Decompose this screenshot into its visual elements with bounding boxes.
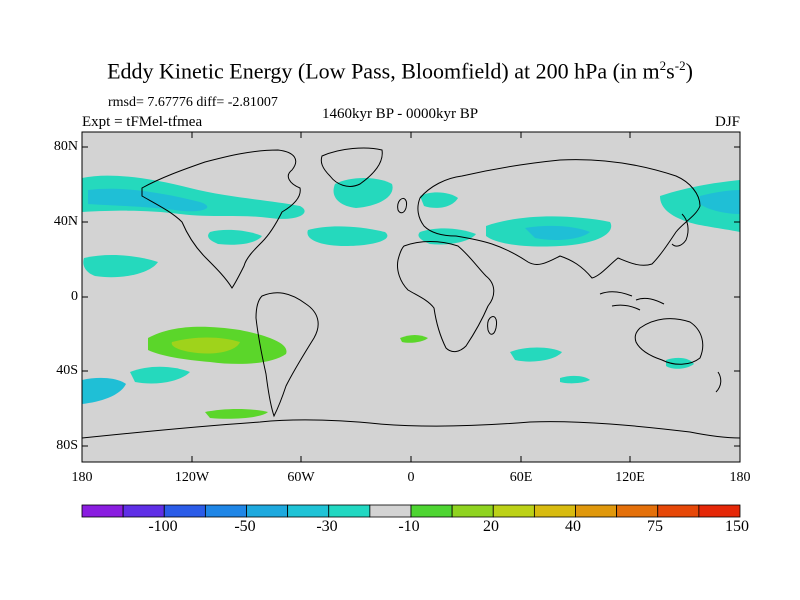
lat-label: 80S [56, 438, 78, 453]
anomaly-north-pacific-core [88, 188, 208, 212]
colorbar-box [657, 504, 700, 518]
plot-title: Eddy Kinetic Energy (Low Pass, Bloomfiel… [107, 58, 693, 84]
anomaly-mid-atlantic [307, 226, 388, 246]
coast-new-zealand [715, 371, 722, 393]
anomaly-south-pacific-west [130, 366, 190, 384]
period-label: 1460kyr BP - 0000kyr BP [321, 106, 479, 122]
coast-madagascar [487, 315, 497, 335]
colorbar-label: -100 [148, 518, 178, 535]
colorbar-box [575, 504, 618, 518]
coast-uk [397, 197, 407, 214]
anomaly-north-america [208, 229, 262, 245]
colorbar-box [122, 504, 165, 518]
coast-south-america [255, 292, 319, 418]
anomaly-west-pacific-core [700, 190, 740, 214]
colorbar-box [451, 504, 494, 518]
anomaly-east-pacific-tropics [83, 255, 158, 278]
season-label: DJF [714, 114, 740, 130]
stats-text: rmsd= 7.67776 diff= -2.81007 [108, 95, 278, 110]
anomaly-south-pacific-core [171, 337, 240, 354]
anomaly-asia-core [525, 225, 590, 240]
lat-label: 40N [53, 214, 78, 229]
lon-label: 0 [407, 470, 415, 485]
colorbar-box [369, 504, 412, 518]
anomaly-southern-pacific-positive [205, 409, 268, 419]
anomaly-southern-australia [666, 357, 694, 369]
colorbar-label: -30 [316, 518, 338, 535]
lat-label: 0 [71, 289, 78, 304]
colorbar-box [81, 504, 124, 518]
lon-label: 120E [615, 470, 645, 485]
colorbar-label: -50 [234, 518, 256, 535]
colorbar-label: 150 [725, 518, 749, 535]
colorbar-label: -10 [398, 518, 420, 535]
colorbar-label: 20 [483, 518, 499, 535]
colorbar-label: 40 [565, 518, 581, 535]
coast-north-america [141, 149, 301, 289]
lon-label: 120W [174, 470, 210, 485]
coast-japan [671, 213, 689, 247]
colorbar-box [492, 504, 535, 518]
lon-label: 60E [509, 470, 533, 485]
coast-antarctica [82, 419, 740, 439]
colorbar-box [163, 504, 206, 518]
anomaly-europe [420, 192, 458, 208]
colorbar-box [533, 504, 576, 518]
anomaly-north-pacific-west [82, 175, 305, 219]
colorbar-box [698, 504, 741, 518]
coast-greenland [320, 147, 383, 187]
coast-australia [634, 318, 704, 365]
colorbar-box [328, 504, 371, 518]
lat-label: 40S [56, 363, 78, 378]
colorbar-label: 75 [647, 518, 663, 535]
lat-label: 80N [53, 139, 78, 154]
map-background [82, 132, 740, 462]
lon-label: 60W [287, 470, 315, 485]
map-ticks [82, 132, 740, 462]
coast-indonesia [599, 291, 665, 311]
colorbar-box [410, 504, 453, 518]
lon-label: 180 [71, 470, 93, 485]
colorbar-box [204, 504, 247, 518]
colorbar-box [246, 504, 289, 518]
lon-label: 180 [729, 470, 751, 485]
coastlines [82, 147, 740, 439]
colorbar [81, 504, 741, 518]
anomaly-north-atlantic [333, 178, 393, 208]
colorbar-box [287, 504, 330, 518]
anomaly-south-atlantic-positive [400, 335, 428, 343]
experiment-label: Expt = tFMel-tfmea [82, 114, 203, 130]
colorbar-box [616, 504, 659, 518]
anomaly-southern-ocean-west [82, 377, 126, 404]
anomaly-southern-indian [510, 347, 562, 362]
coast-africa [397, 241, 495, 353]
coast-eurasia [417, 159, 701, 279]
anomaly-southern-ocean-east [560, 375, 590, 384]
